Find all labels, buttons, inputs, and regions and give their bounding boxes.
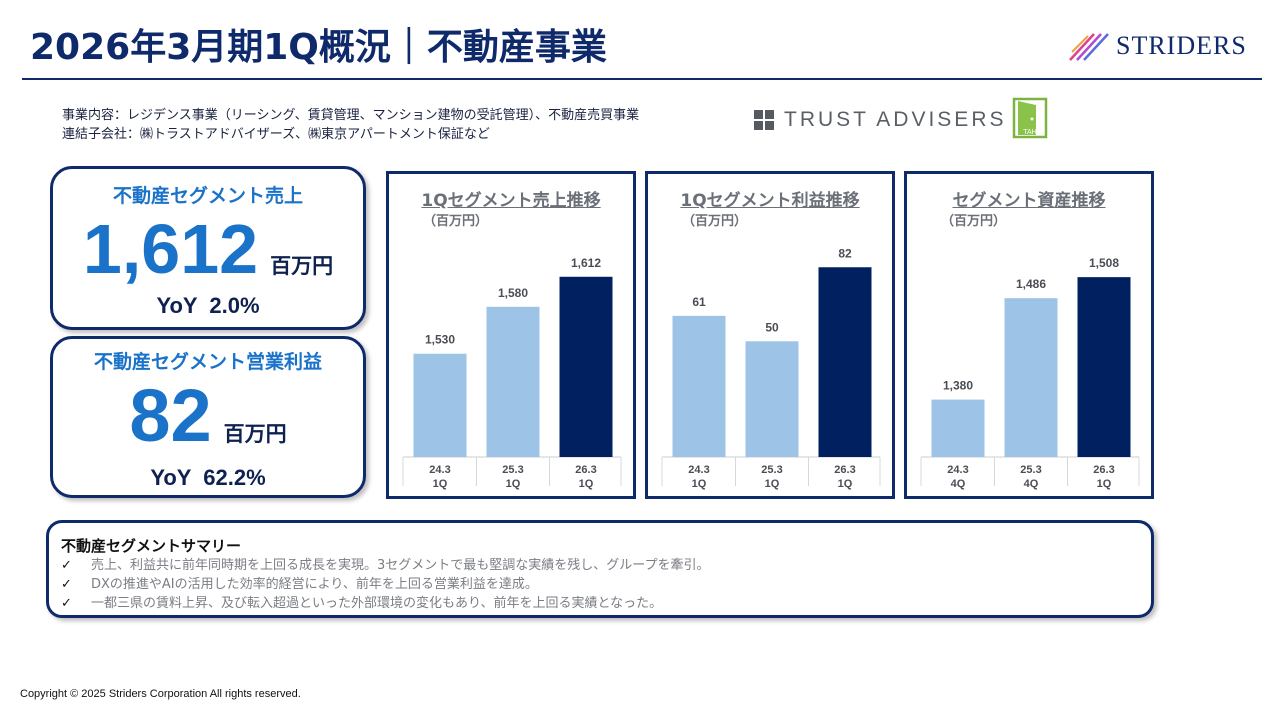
- trust-advisers-logo: TRUST ADVISERS: [754, 108, 1007, 132]
- striders-logo-text: STRIDERS: [1116, 31, 1247, 60]
- x-tick-label: 4Q: [1024, 478, 1039, 490]
- bar: [672, 315, 726, 457]
- bar-value-label: 1,508: [1089, 256, 1119, 270]
- check-icon: ✓: [61, 577, 72, 592]
- x-tick-label: 24.3: [688, 464, 709, 476]
- profit-trend-chart: 61 24.3 1Q 50 25.3 1Q 82 26.3 1Q 1Qセグメント利益推移 （百万…: [645, 171, 895, 499]
- x-tick-label: 1Q: [692, 478, 707, 490]
- summary-item-text: 売上、利益共に前年同時期を上回る成長を実現。3セグメントで最も堅調な実績を残し、…: [91, 558, 710, 573]
- asset-trend-chart: 1,380 24.3 4Q 1,486 25.3 4Q 1,508 26.3 1Q セグメント資…: [904, 171, 1154, 499]
- striders-logo: STRIDERS: [1068, 28, 1258, 64]
- x-tick-label: 1Q: [433, 478, 448, 490]
- chart-title: セグメント資産推移: [952, 191, 1106, 211]
- summary-item-text: DXの推進やAIの活用した効率的経営により、前年を上回る営業利益を達成。: [91, 577, 538, 592]
- bar: [745, 341, 799, 457]
- bar: [413, 353, 467, 457]
- trust-advisers-squares-icon: [754, 110, 774, 130]
- asset-trend-chart-plot: 1,380 24.3 4Q 1,486 25.3 4Q 1,508 26.3 1Q: [920, 256, 1140, 490]
- chart-title: 1Qセグメント利益推移: [680, 191, 860, 211]
- summary-item: ✓ DXの推進やAIの活用した効率的経営により、前年を上回る営業利益を達成。: [61, 575, 710, 594]
- business-description: 事業内容：レジデンス事業（リーシング、賃貸管理、マンション建物の受託管理）、不動…: [62, 106, 639, 144]
- bar-value-label: 1,580: [498, 286, 528, 300]
- summary-item: ✓ 一都三県の賃料上昇、及び転入超過といった外部環境の変化もあり、前年を上回る実績…: [61, 594, 710, 613]
- x-tick-label: 26.3: [1093, 464, 1114, 476]
- x-tick-label: 24.3: [429, 464, 450, 476]
- subsidiaries-line: 連結子会社：㈱トラストアドバイザーズ、㈱東京アパートメント保証など: [62, 127, 490, 142]
- sales-kpi-value-row: 1,612 百万円: [53, 209, 363, 289]
- bar-value-label: 1,486: [1016, 277, 1046, 291]
- bar-value-label: 1,530: [425, 333, 455, 347]
- x-tick-label: 4Q: [951, 478, 966, 490]
- profit-kpi-yoy: YoY 62.2%: [150, 465, 266, 490]
- copyright-text: Copyright © 2025 Striders Corporation Al…: [20, 688, 301, 700]
- bar-value-label: 82: [838, 246, 852, 260]
- page-title: 2026年3月期1Q概況｜不動産事業: [30, 27, 607, 68]
- x-tick-label: 26.3: [575, 464, 596, 476]
- title-divider: [22, 78, 1262, 80]
- check-icon: ✓: [61, 558, 72, 573]
- bar: [931, 399, 985, 457]
- x-tick-label: 1Q: [765, 478, 780, 490]
- x-tick-label: 26.3: [834, 464, 855, 476]
- profit-kpi-value-row: 82 百万円: [53, 373, 363, 458]
- bar: [1004, 298, 1058, 457]
- profit-kpi-value: 82: [129, 374, 212, 457]
- bar: [486, 306, 540, 457]
- profit-trend-chart-plot: 61 24.3 1Q 50 25.3 1Q 82 26.3 1Q: [661, 246, 881, 490]
- summary-item-text: 一都三県の賃料上昇、及び転入超過といった外部環境の変化もあり、前年を上回る実績と…: [91, 596, 663, 611]
- sales-kpi-card: 不動産セグメント売上 1,612 百万円 YoY 2.0%: [50, 166, 366, 330]
- profit-kpi-card: 不動産セグメント営業利益 82 百万円 YoY 62.2%: [50, 336, 366, 498]
- x-tick-label: 25.3: [1020, 464, 1041, 476]
- tah-logo-text: TAH: [1023, 129, 1036, 136]
- sales-trend-chart-plot: 1,530 24.3 1Q 1,580 25.3 1Q 1,612 26.3 1Q: [402, 256, 622, 490]
- sales-kpi-label: 不動産セグメント売上: [112, 185, 303, 207]
- x-tick-label: 25.3: [502, 464, 523, 476]
- x-tick-label: 1Q: [506, 478, 521, 490]
- bar-value-label: 61: [692, 295, 706, 309]
- sales-trend-chart: 1,530 24.3 1Q 1,580 25.3 1Q 1,612 26.3 1Q 1Qセグメン…: [386, 171, 636, 499]
- bar-value-label: 50: [765, 320, 779, 334]
- tah-door-logo-icon: TAH: [1012, 97, 1048, 139]
- chart-unit: （百万円）: [682, 214, 748, 229]
- summary-list: ✓ 売上、利益共に前年同時期を上回る成長を実現。3セグメントで最も堅調な実績を残し…: [61, 556, 710, 613]
- x-tick-label: 1Q: [1097, 478, 1112, 490]
- bar-value-label: 1,612: [571, 256, 601, 270]
- chart-title: 1Qセグメント売上推移: [421, 191, 601, 211]
- sales-kpi-yoy: YoY 2.0%: [156, 293, 260, 318]
- business-content-line: 事業内容：レジデンス事業（リーシング、賃貸管理、マンション建物の受託管理）、不動…: [62, 108, 640, 123]
- chart-unit: （百万円）: [941, 214, 1007, 229]
- profit-kpi-label: 不動産セグメント営業利益: [93, 351, 322, 373]
- sales-kpi-value: 1,612: [82, 210, 259, 288]
- x-tick-label: 1Q: [579, 478, 594, 490]
- summary-item: ✓ 売上、利益共に前年同時期を上回る成長を実現。3セグメントで最も堅調な実績を残し…: [61, 556, 710, 575]
- chart-unit: （百万円）: [423, 214, 489, 229]
- check-icon: ✓: [61, 596, 72, 611]
- x-tick-label: 25.3: [761, 464, 782, 476]
- profit-kpi-unit: 百万円: [223, 422, 287, 446]
- sales-kpi-unit: 百万円: [270, 254, 334, 278]
- bar: [559, 276, 613, 457]
- trust-advisers-logo-text: TRUST ADVISERS: [784, 108, 1007, 131]
- x-tick-label: 1Q: [838, 478, 853, 490]
- summary-title: 不動産セグメントサマリー: [61, 537, 242, 555]
- bar-value-label: 1,380: [943, 379, 973, 393]
- bar: [818, 267, 872, 457]
- bar: [1077, 277, 1131, 457]
- x-tick-label: 24.3: [947, 464, 968, 476]
- striders-logo-mark-icon: [1069, 33, 1109, 61]
- segment-summary-box: 不動産セグメントサマリー ✓ 売上、利益共に前年同時期を上回る成長を実現。3セグメ…: [46, 520, 1154, 618]
